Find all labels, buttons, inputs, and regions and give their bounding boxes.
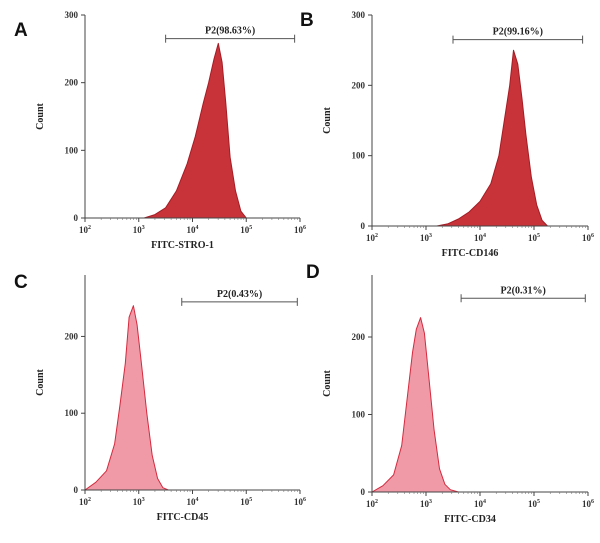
y-tick-label: 200 (65, 78, 79, 88)
panel-letter: A (14, 20, 28, 41)
y-tick-label: 300 (352, 10, 366, 20)
x-tick-label: 103 (133, 225, 145, 235)
x-tick-label: 106 (294, 225, 306, 235)
gate-label: P2(99.16%) (493, 27, 543, 38)
x-axis-label: FITC-STRO-1 (151, 240, 214, 251)
x-tick-label: 104 (187, 497, 199, 507)
gate-label: P2(98.63%) (205, 26, 255, 37)
panel-letter: B (300, 10, 314, 31)
x-tick-label: 104 (187, 225, 199, 235)
x-tick-label: 102 (79, 497, 91, 507)
x-axis-label: FITC-CD45 (157, 512, 209, 523)
y-tick-label: 0 (74, 213, 79, 223)
x-axis-label: FITC-CD34 (444, 514, 496, 525)
x-tick-label: 102 (79, 225, 91, 235)
histogram-area (371, 317, 459, 493)
y-axis-label: Count (322, 369, 333, 396)
panel-letter: D (306, 262, 320, 283)
y-axis-label: Count (322, 106, 333, 133)
x-tick-label: 103 (420, 233, 432, 243)
y-tick-label: 100 (65, 408, 79, 418)
x-tick-label: 105 (528, 499, 540, 509)
y-tick-label: 300 (65, 10, 79, 20)
x-tick-label: 104 (474, 233, 486, 243)
y-tick-label: 0 (74, 485, 79, 495)
x-tick-label: 102 (366, 499, 378, 509)
y-tick-label: 200 (65, 331, 79, 341)
histogram-area (436, 49, 548, 227)
x-tick-label: 105 (528, 233, 540, 243)
x-tick-label: 102 (366, 233, 378, 243)
x-axis-label: FITC-CD146 (442, 248, 499, 259)
y-tick-label: 100 (352, 151, 366, 161)
y-tick-label: 200 (352, 332, 366, 342)
panels: A 0 100 200 300 102 103 104 105 106 FITC-STRO-1 Cou… (14, 10, 594, 525)
x-tick-label: 106 (582, 233, 594, 243)
panel-d: D 0 100 200 102 103 104 105 106 FITC-CD34 Count P2(… (306, 262, 594, 525)
x-tick-label: 106 (294, 497, 306, 507)
y-tick-label: 100 (65, 145, 79, 155)
y-axis-label: Count (35, 368, 46, 395)
x-tick-label: 105 (240, 225, 252, 235)
panel-letter: C (14, 272, 28, 293)
x-tick-label: 103 (420, 499, 432, 509)
y-tick-label: 0 (361, 221, 366, 231)
panel-b: B 0 100 200 300 102 103 104 105 106 FITC-CD146 Coun… (300, 10, 594, 259)
y-tick-label: 100 (352, 410, 366, 420)
x-tick-label: 106 (582, 499, 594, 509)
y-axis-label: Count (35, 102, 46, 129)
panel-a: A 0 100 200 300 102 103 104 105 106 FITC-STRO-1 Cou… (14, 10, 306, 251)
x-tick-label: 105 (240, 497, 252, 507)
panel-c: C 0 100 200 102 103 104 105 106 FITC-CD45 Count P2(… (14, 272, 306, 523)
y-tick-label: 0 (361, 487, 366, 497)
x-tick-label: 104 (474, 499, 486, 509)
gate-label: P2(0.43%) (217, 289, 262, 300)
x-tick-label: 103 (133, 497, 145, 507)
histogram-area (143, 42, 247, 219)
y-tick-label: 200 (352, 80, 366, 90)
histogram-area (84, 305, 169, 491)
gate-label: P2(0.31%) (501, 285, 546, 296)
